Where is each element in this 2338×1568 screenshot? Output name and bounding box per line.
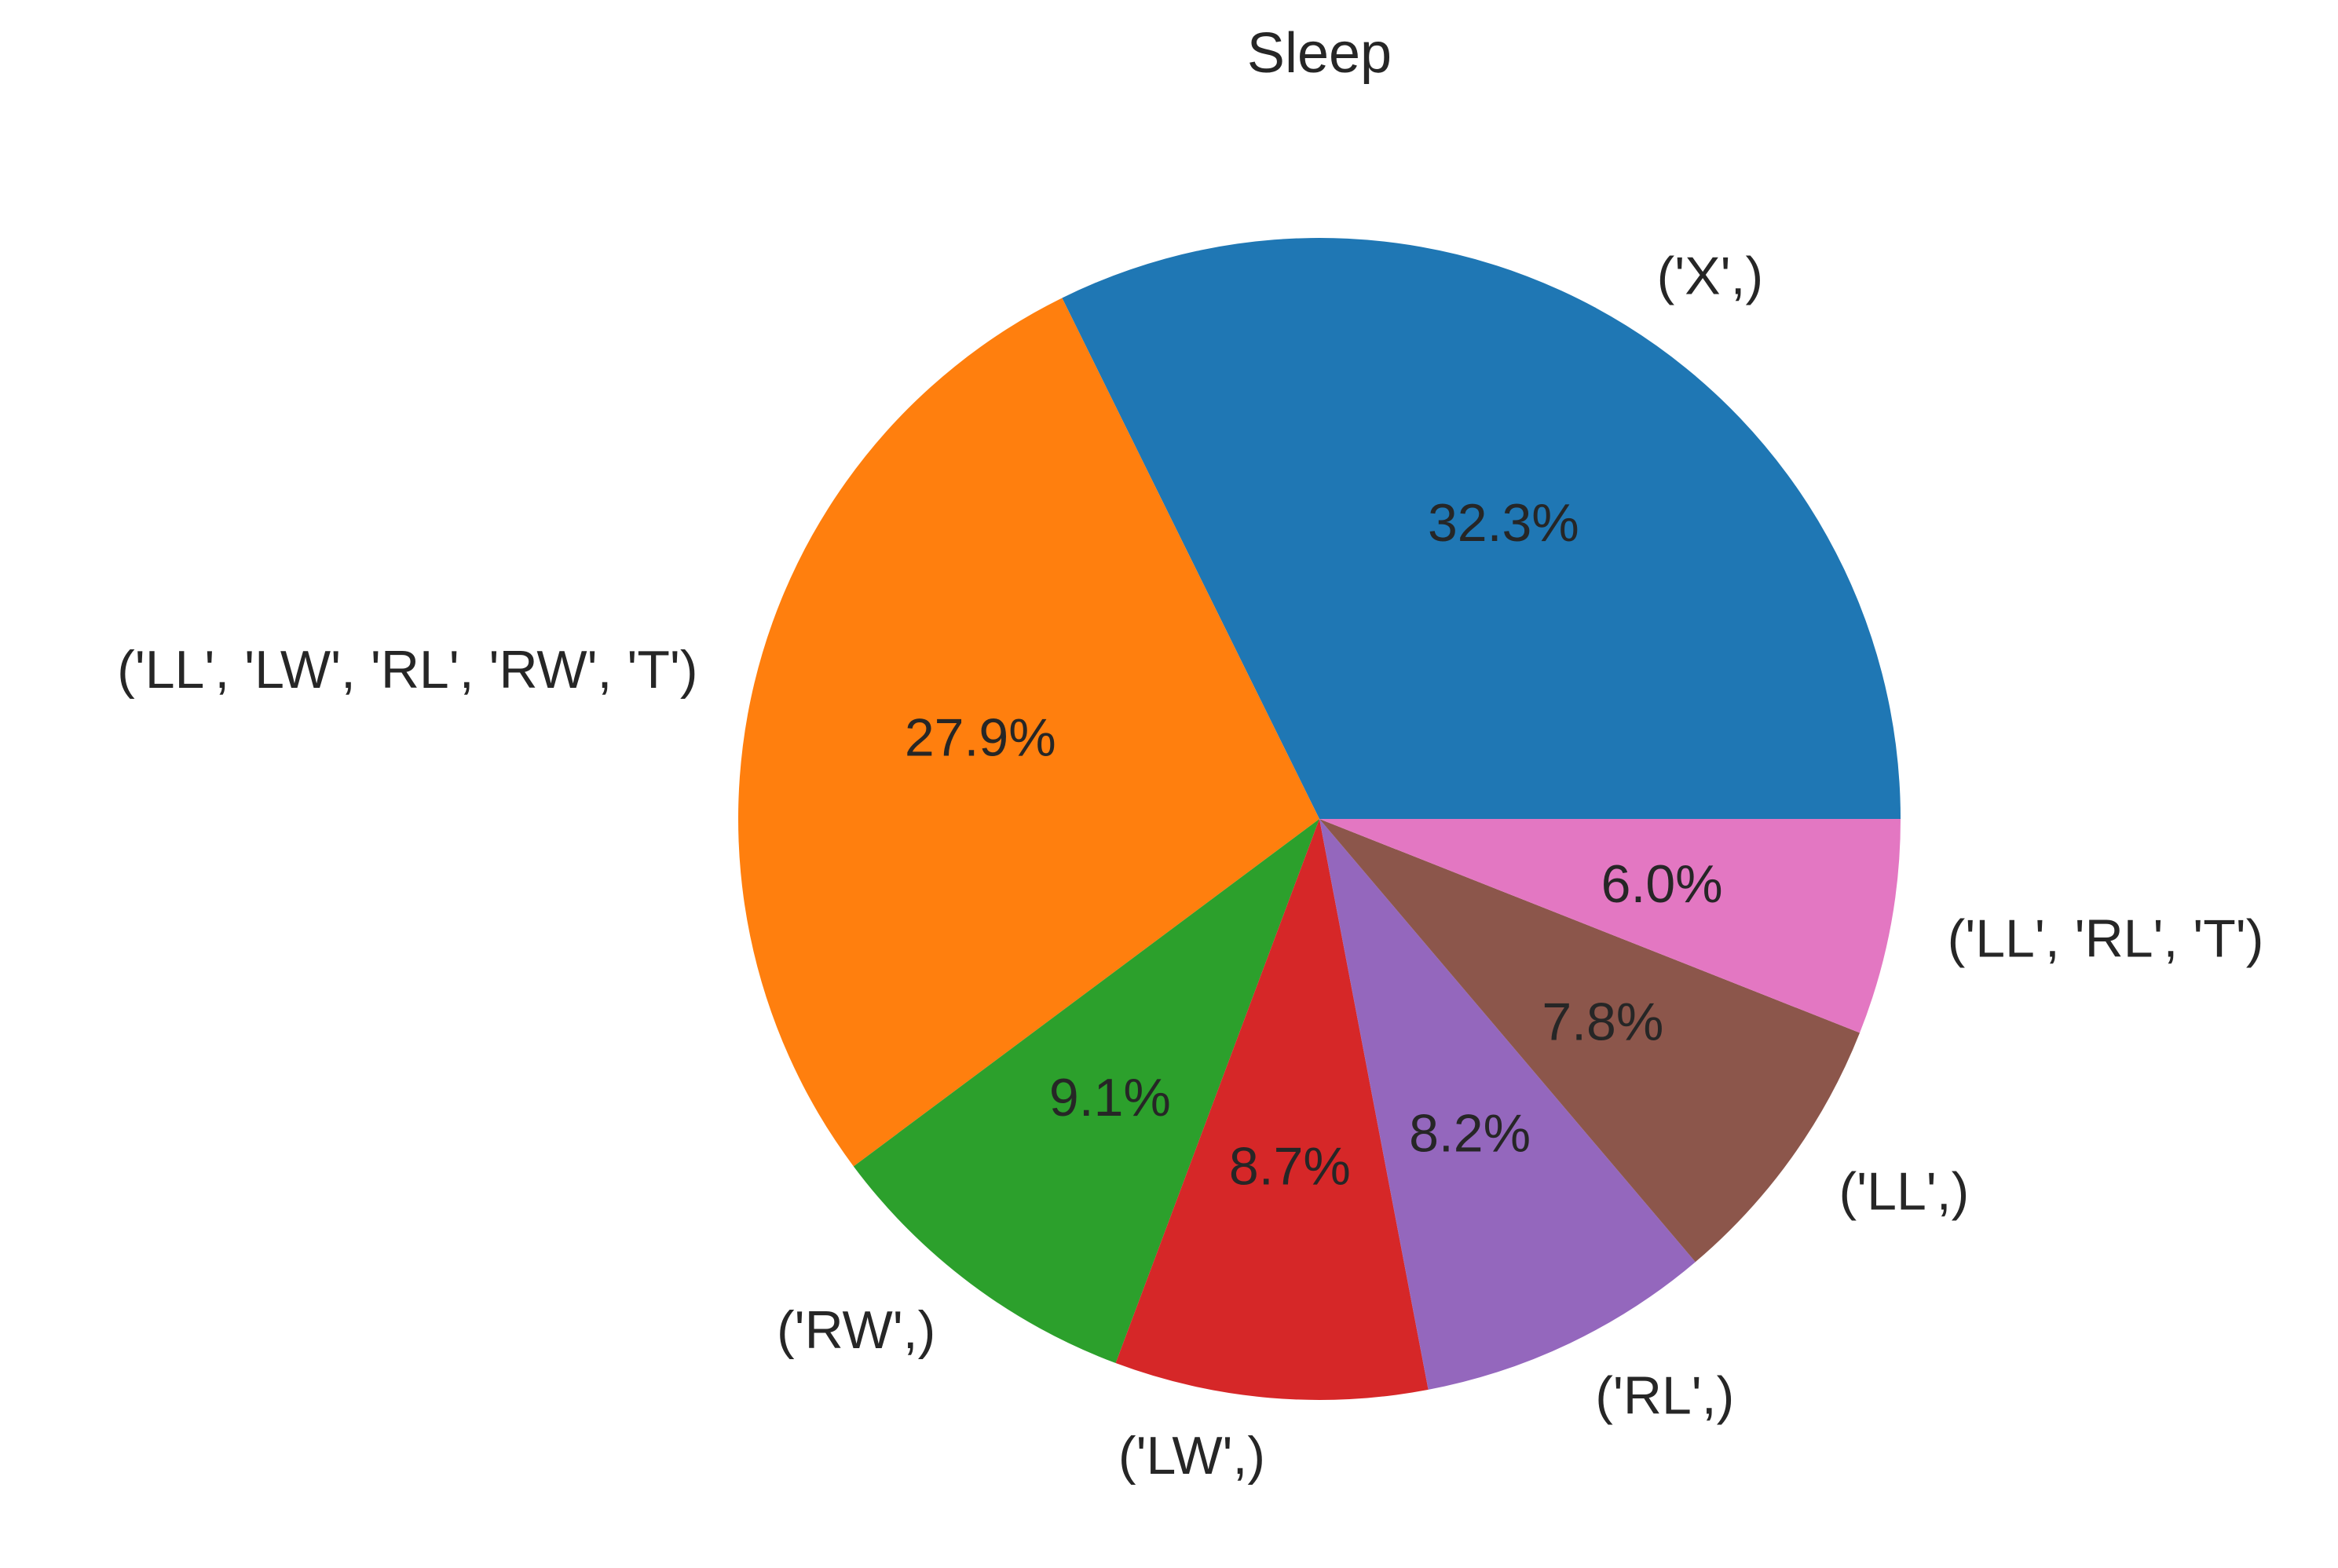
pie-slices (738, 238, 1901, 1400)
pie-slice (1319, 819, 1696, 1390)
chart-title: Sleep (1247, 22, 1392, 85)
slice-percentage-label: 8.7% (1229, 1136, 1351, 1196)
pie-slice (853, 819, 1319, 1364)
slice-category-label: ('LL', 'RL', 'T') (1948, 909, 2264, 969)
slice-percentage-label: 32.3% (1428, 493, 1579, 553)
slice-percentage-label: 8.2% (1409, 1104, 1531, 1164)
pie-slice (738, 298, 1319, 1167)
slice-percentage-label: 7.8% (1542, 992, 1663, 1052)
percentage-labels: 32.3% 27.9% 9.1% 8.7% 8.2%7.8% 6.0% (905, 493, 1723, 1197)
slice-category-label: ('LW',) (1118, 1426, 1265, 1486)
pie-slice (1319, 819, 1861, 1263)
slice-category-label: ('X',) (1657, 247, 1764, 306)
slice-category-label: ('LL', 'LW', 'RL', 'RW', 'T') (117, 640, 697, 700)
slice-percentage-label: 6.0% (1601, 854, 1723, 914)
slice-category-label: ('LL',) (1839, 1161, 1970, 1221)
slice-category-label: ('RL',) (1595, 1365, 1734, 1425)
pie-slice (1062, 238, 1901, 819)
slice-percentage-label: 27.9% (905, 707, 1056, 767)
slice-percentage-label: 9.1% (1049, 1068, 1171, 1128)
slice-category-label: ('RW',) (777, 1300, 935, 1360)
pie-slice (1319, 819, 1901, 1033)
category-labels: ('X',) ('LL', 'LW', 'RL', 'RW', 'T') ('RW'… (117, 247, 2263, 1486)
pie-slice (1115, 819, 1429, 1400)
